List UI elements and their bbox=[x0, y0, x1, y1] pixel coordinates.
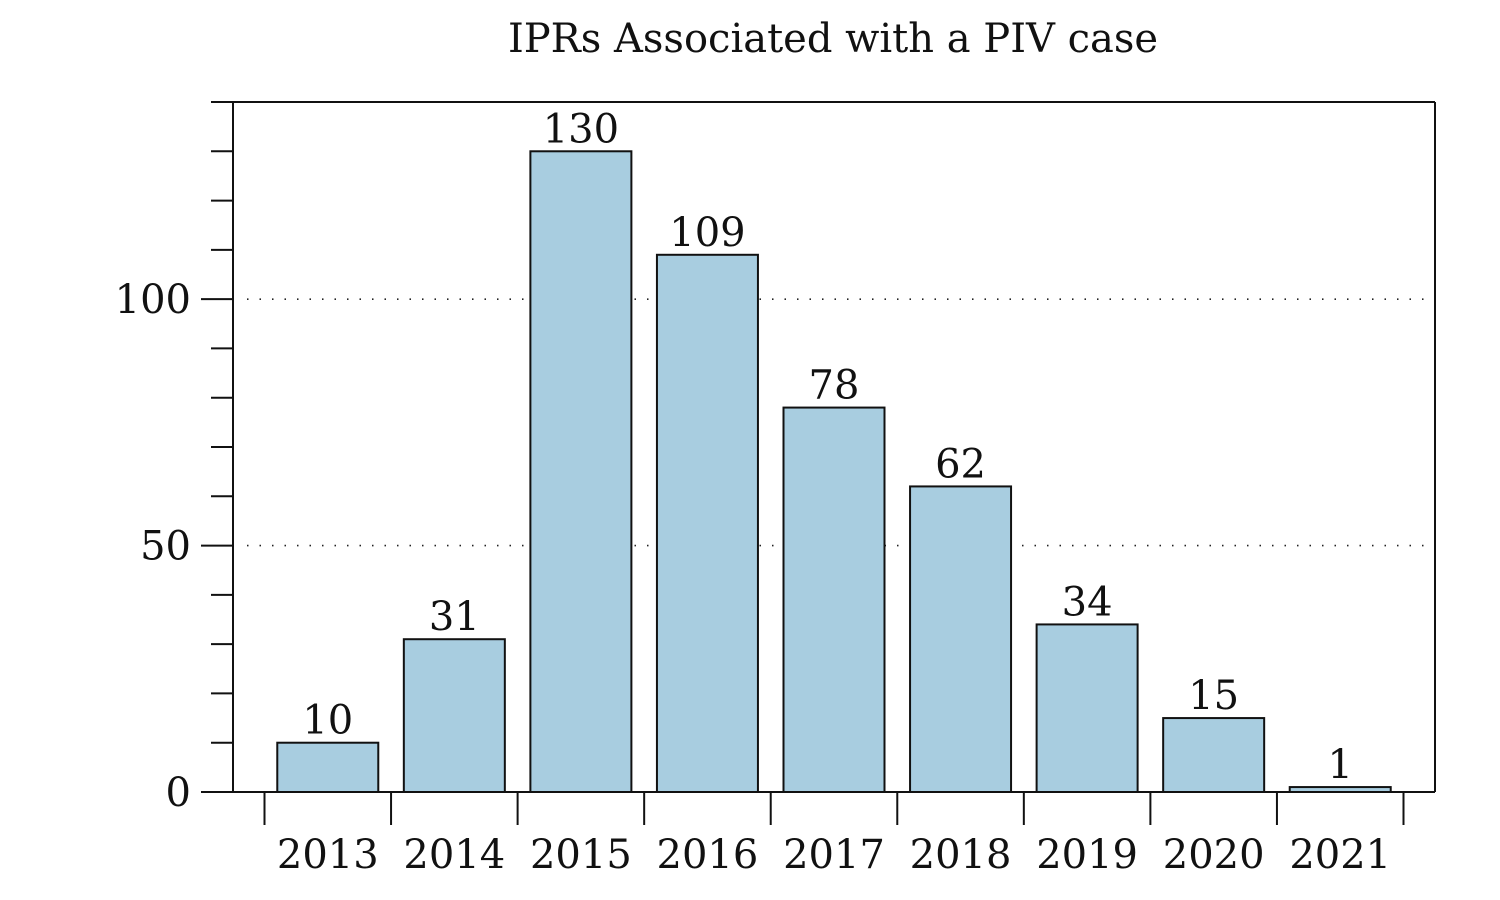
data-label: 78 bbox=[809, 363, 860, 409]
data-label: 62 bbox=[935, 441, 986, 487]
x-tick-label: 2018 bbox=[910, 832, 1012, 878]
x-tick-label: 2013 bbox=[277, 832, 379, 878]
data-label: 130 bbox=[543, 106, 619, 152]
bars bbox=[276, 150, 1392, 794]
data-label: 10 bbox=[302, 698, 353, 744]
chart-title: IPRs Associated with a PIV case bbox=[508, 16, 1158, 62]
x-tick-label: 2021 bbox=[1289, 832, 1391, 878]
bar-2018 bbox=[909, 485, 1013, 793]
x-tick-label: 2016 bbox=[657, 832, 759, 878]
x-tick-label: 2015 bbox=[530, 832, 632, 878]
bar-2019 bbox=[1035, 623, 1139, 794]
data-label: 34 bbox=[1062, 579, 1113, 625]
y-tick-label: 50 bbox=[140, 524, 191, 570]
x-tick-label: 2019 bbox=[1036, 832, 1138, 878]
x-tick-label: 2014 bbox=[403, 832, 505, 878]
y-tick-label: 0 bbox=[166, 770, 191, 816]
x-tick-label: 2017 bbox=[783, 832, 885, 878]
data-label: 15 bbox=[1188, 673, 1239, 719]
bar-2014 bbox=[402, 638, 506, 794]
data-label: 1 bbox=[1327, 742, 1352, 788]
bar-2013 bbox=[276, 741, 380, 794]
bar-2017 bbox=[782, 406, 886, 793]
data-label: 31 bbox=[429, 594, 480, 640]
y-tick-label: 100 bbox=[115, 277, 191, 323]
axes bbox=[201, 101, 1436, 825]
x-tick-label: 2020 bbox=[1163, 832, 1265, 878]
data-label: 109 bbox=[669, 210, 745, 256]
bar-2015 bbox=[529, 150, 633, 794]
bar-2016 bbox=[655, 253, 759, 794]
bar-2020 bbox=[1162, 717, 1266, 793]
